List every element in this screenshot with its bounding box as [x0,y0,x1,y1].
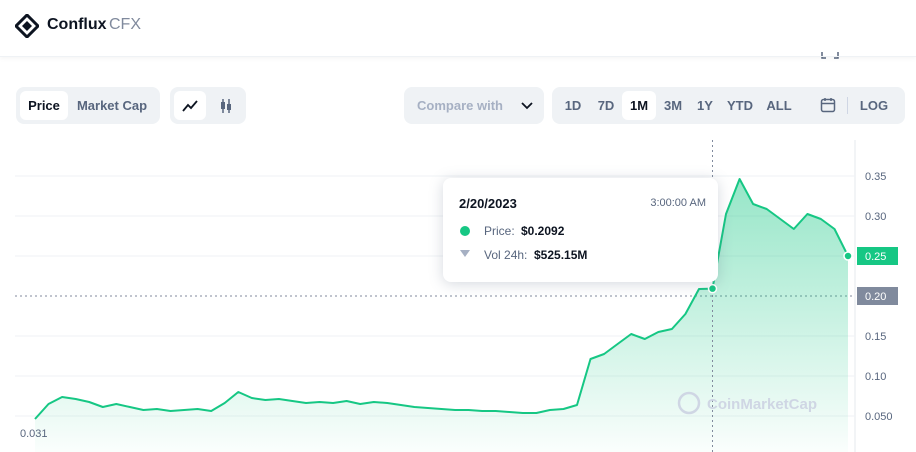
y-tick-label: 0.20 [865,291,886,303]
range-group: LOG 1D 7D 1M 3M 1Y YTD ALL [552,87,905,124]
y-tick-label: 0.050 [865,411,893,423]
range-button[interactable]: YTD [727,98,753,113]
y-tick-label: 0.25 [865,251,886,263]
tooltip: 2/20/2023 3:00:00 AM Price: $0.2092 Vol … [443,178,718,282]
range-button[interactable]: ALL [766,98,792,113]
coin-symbol: CFX [109,16,141,33]
tooltip-volume-name: Vol 24h: [484,248,528,262]
tab-button[interactable]: Price [20,91,68,120]
tab-button[interactable]: Market Cap [76,98,148,113]
min-label: 0.031 [20,428,48,440]
hover-dot [707,283,718,294]
tooltip-price-name: Price: [484,224,515,238]
price-badge [857,247,898,265]
watermark-icon [677,391,701,415]
chart-type-group [170,87,246,124]
compare-label: Compare with [417,98,503,113]
y-tick-label: 0.35 [865,171,886,183]
tooltip-time: 3:00:00 AM [650,197,706,209]
range-button[interactable]: 7D [597,98,615,113]
tab-group: Price Market Cap [16,87,160,124]
line-chart-button[interactable] [174,91,206,120]
tooltip-volume: $525.15M [534,248,588,262]
log-button[interactable]: LOG [859,98,889,113]
price-badge [857,287,898,305]
y-tick-label: 0.10 [865,371,886,383]
logo [15,14,39,38]
coin-name: Conflux [47,16,107,33]
area [35,179,848,452]
y-tick-label: 0.15 [865,331,886,343]
tooltip-price: $0.2092 [521,224,565,238]
range-button[interactable]: 3M [663,98,683,113]
range-button[interactable]: 1D [564,98,582,113]
tooltip-date: 2/20/2023 [459,196,517,211]
last-dot [843,251,853,261]
fullscreen-icon[interactable] [821,52,839,59]
calendar-icon[interactable] [820,97,836,113]
watermark: CoinMarketCap [707,396,817,413]
y-tick-label: 0.30 [865,211,886,223]
header: Conflux CFX [0,0,916,57]
range-button[interactable]: 1M [622,91,656,120]
range-button[interactable]: 1Y [697,98,713,113]
compare-select[interactable]: Compare with [404,87,544,124]
candle-chart-button[interactable] [210,91,242,120]
